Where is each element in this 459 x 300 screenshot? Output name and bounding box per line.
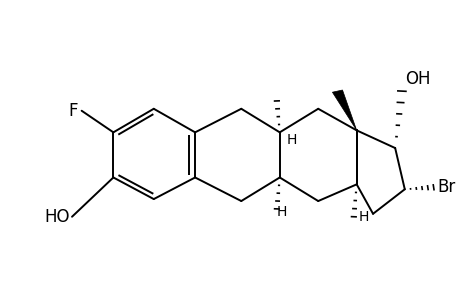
Text: H: H [286,133,296,147]
Text: H: H [358,210,368,224]
Text: OH: OH [404,70,429,88]
Text: F: F [68,102,78,120]
Polygon shape [332,90,356,130]
Text: Br: Br [437,178,455,196]
Text: H: H [276,205,286,219]
Text: HO: HO [44,208,70,226]
